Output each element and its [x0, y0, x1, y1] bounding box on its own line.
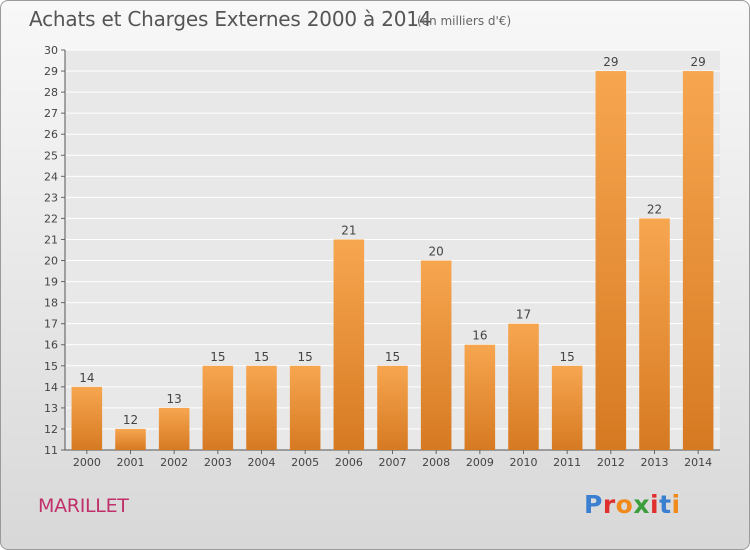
bar — [595, 71, 627, 450]
data-label: 29 — [603, 55, 618, 69]
y-tick-label: 24 — [44, 170, 58, 183]
bar — [377, 365, 408, 450]
y-tick-label: 26 — [44, 128, 58, 141]
bar — [420, 260, 452, 450]
y-tick-label: 20 — [44, 255, 58, 268]
data-label: 17 — [516, 308, 531, 322]
chart-subtitle: (en milliers d'€) — [417, 14, 512, 28]
x-tick-label: 2003 — [204, 456, 232, 469]
y-tick-label: 17 — [44, 318, 58, 331]
x-tick-label: 2004 — [248, 456, 276, 469]
bar — [71, 386, 103, 450]
bar — [289, 365, 321, 450]
bar — [508, 323, 539, 450]
proxiti-logo: Proxiti — [584, 490, 681, 519]
commune-name: MARILLET — [38, 495, 129, 517]
data-label: 29 — [691, 55, 706, 69]
data-label: 15 — [560, 350, 575, 364]
bar — [551, 365, 583, 450]
y-tick-label: 22 — [44, 212, 58, 225]
y-tick-label: 27 — [44, 107, 58, 120]
bar — [115, 428, 146, 450]
y-tick-label: 25 — [44, 149, 58, 162]
x-tick-label: 2009 — [466, 456, 494, 469]
bar — [158, 407, 190, 450]
data-label: 21 — [341, 223, 356, 237]
bar — [333, 239, 365, 450]
chart-title: Achats et Charges Externes 2000 à 2014 — [29, 7, 432, 31]
x-tick-label: 2012 — [597, 456, 625, 469]
y-tick-label: 29 — [44, 65, 58, 78]
x-tick-label: 2011 — [553, 456, 581, 469]
y-tick-label: 18 — [44, 297, 58, 310]
x-tick-label: 2013 — [641, 456, 669, 469]
y-tick-label: 28 — [44, 86, 58, 99]
logo-letter: t — [659, 490, 672, 519]
x-tick-label: 2005 — [291, 456, 319, 469]
logo-letter: P — [584, 490, 603, 519]
logo-letter: i — [671, 490, 681, 519]
logo-letter: r — [602, 490, 616, 519]
y-tick-label: 12 — [44, 423, 58, 436]
data-label: 20 — [429, 245, 444, 259]
logo-letter: x — [633, 490, 650, 519]
bar — [682, 71, 714, 450]
x-tick-label: 2008 — [422, 456, 450, 469]
logo-letter: o — [615, 490, 634, 519]
data-label: 14 — [79, 371, 94, 385]
y-tick-label: 21 — [44, 233, 58, 246]
data-label: 15 — [385, 350, 400, 364]
bar — [639, 218, 670, 450]
logo-letter: i — [650, 490, 660, 519]
x-tick-label: 2000 — [73, 456, 101, 469]
data-label: 13 — [167, 392, 182, 406]
y-tick-label: 15 — [44, 360, 58, 373]
bar — [464, 344, 496, 450]
x-tick-label: 2006 — [335, 456, 363, 469]
x-tick-label: 2014 — [684, 456, 712, 469]
x-tick-label: 2002 — [160, 456, 188, 469]
y-tick-label: 16 — [44, 339, 58, 352]
data-label: 15 — [298, 350, 313, 364]
y-tick-label: 14 — [44, 381, 58, 394]
data-label: 16 — [472, 329, 487, 343]
x-tick-label: 2001 — [117, 456, 145, 469]
data-label: 15 — [254, 350, 269, 364]
y-tick-label: 30 — [44, 44, 58, 57]
y-tick-label: 23 — [44, 191, 58, 204]
data-label: 12 — [123, 413, 138, 427]
data-label: 22 — [647, 202, 662, 216]
y-tick-label: 19 — [44, 276, 58, 289]
bar — [202, 365, 234, 450]
data-label: 15 — [210, 350, 225, 364]
y-tick-label: 13 — [44, 402, 58, 415]
bar — [246, 365, 277, 450]
x-tick-label: 2007 — [379, 456, 407, 469]
y-tick-label: 11 — [44, 444, 58, 457]
x-tick-label: 2010 — [510, 456, 538, 469]
